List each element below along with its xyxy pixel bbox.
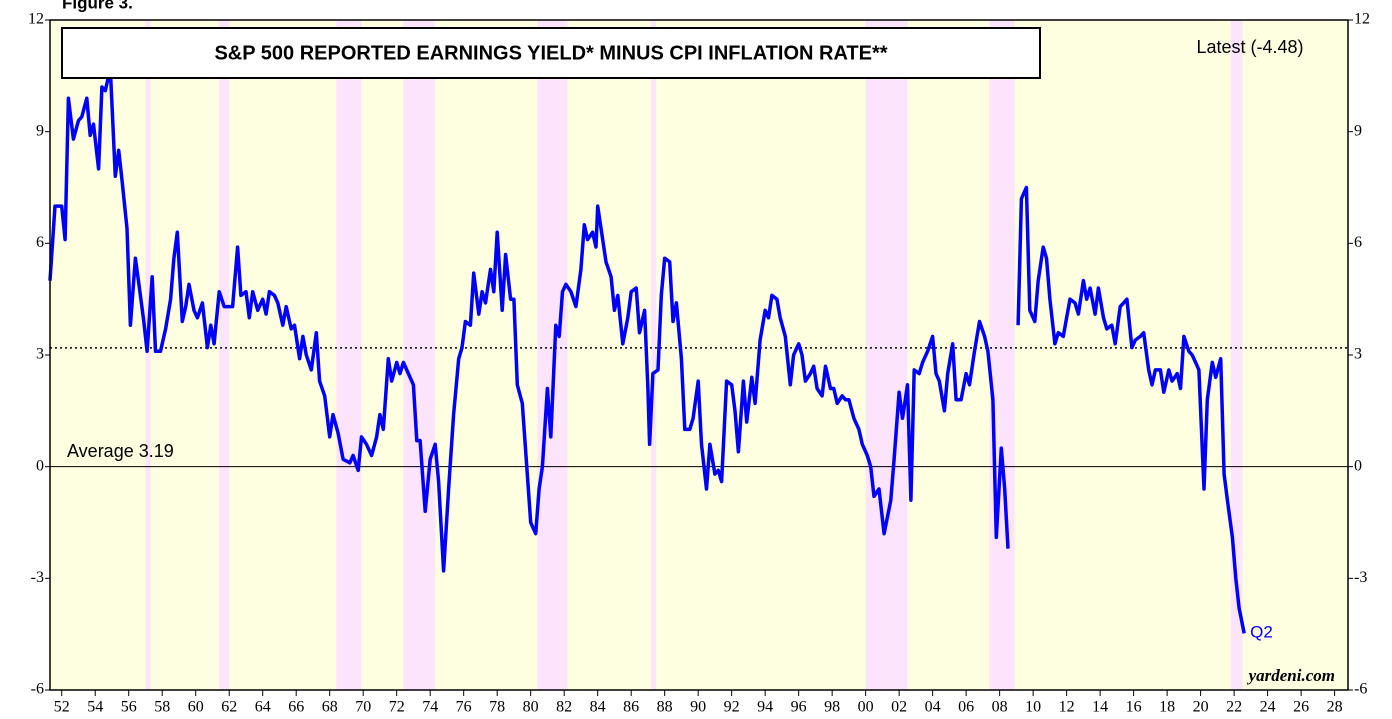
average-label: Average 3.19	[67, 441, 174, 461]
title-box	[61, 27, 1041, 79]
x-tick-label: 64	[255, 699, 271, 716]
x-tick-label: 18	[1159, 699, 1175, 716]
figure-label: Figure 3.	[62, 0, 133, 12]
y-tick-label: -6	[31, 681, 44, 698]
x-tick-label: 60	[188, 699, 204, 716]
y2-tick-label: 0	[1354, 457, 1362, 474]
recession-band	[537, 20, 568, 690]
x-tick-label: 94	[757, 699, 773, 716]
x-tick-label: 56	[121, 699, 137, 716]
recession-band	[403, 20, 436, 690]
recession-band	[145, 20, 151, 690]
x-tick-label: 86	[623, 699, 639, 716]
x-tick-label: 90	[690, 699, 706, 716]
x-tick-label: 98	[824, 699, 840, 716]
x-tick-label: 16	[1126, 699, 1142, 716]
x-tick-label: 52	[54, 699, 70, 716]
x-tick-label: 08	[992, 699, 1008, 716]
x-tick-label: 28	[1327, 699, 1343, 716]
x-tick-label: 78	[489, 699, 505, 716]
y-tick-label: 3	[36, 346, 44, 363]
y-tick-label: 12	[28, 11, 44, 28]
x-tick-label: 20	[1193, 699, 1209, 716]
y2-tick-label: -6	[1354, 681, 1367, 698]
x-tick-label: 14	[1092, 699, 1108, 716]
x-tick-label: 00	[858, 699, 874, 716]
recession-band	[336, 20, 362, 690]
y-tick-label: -3	[31, 569, 44, 586]
x-tick-label: 88	[657, 699, 673, 716]
y2-tick-label: 12	[1354, 11, 1370, 28]
y-tick-label: 0	[36, 457, 44, 474]
recession-band	[219, 20, 230, 690]
x-tick-label: 80	[523, 699, 539, 716]
plot-frame	[49, 19, 1349, 691]
x-tick-label: 68	[322, 699, 338, 716]
series-line	[48, 66, 1246, 634]
x-tick-label: 12	[1059, 699, 1075, 716]
plot-background	[50, 20, 1348, 690]
y-tick-label: 9	[36, 122, 44, 139]
chart-title: S&P 500 REPORTED EARNINGS YIELD* MINUS C…	[214, 42, 887, 64]
x-tick-label: 96	[791, 699, 807, 716]
x-tick-label: 62	[221, 699, 237, 716]
x-tick-label: 04	[925, 699, 941, 716]
x-tick-label: 24	[1260, 699, 1276, 716]
latest-label: Latest (-4.48)	[1196, 37, 1303, 57]
x-tick-label: 92	[724, 699, 740, 716]
recession-band	[1230, 20, 1243, 690]
x-tick-label: 70	[355, 699, 371, 716]
y2-tick-label: 6	[1354, 234, 1362, 251]
y2-tick-label: 9	[1354, 122, 1362, 139]
x-tick-label: 06	[958, 699, 974, 716]
x-tick-label: 10	[1025, 699, 1041, 716]
x-tick-label: 58	[154, 699, 170, 716]
x-tick-label: 66	[288, 699, 304, 716]
x-tick-label: 54	[87, 699, 103, 716]
x-tick-label: 74	[422, 699, 438, 716]
y2-tick-label: -3	[1354, 569, 1367, 586]
x-tick-label: 84	[590, 699, 606, 716]
recession-band	[865, 20, 908, 690]
x-tick-label: 22	[1226, 699, 1242, 716]
source: yardeni.com	[1247, 666, 1335, 685]
y2-tick-label: 3	[1354, 346, 1362, 363]
x-tick-label: 02	[891, 699, 907, 716]
x-tick-label: 26	[1293, 699, 1309, 716]
recession-band	[989, 20, 1015, 690]
recession-band	[651, 20, 657, 690]
end-label: Q2	[1250, 622, 1273, 641]
x-tick-label: 72	[389, 699, 405, 716]
x-tick-label: 82	[556, 699, 572, 716]
bands	[50, 20, 1348, 690]
y-tick-label: 6	[36, 234, 44, 251]
x-tick-label: 76	[456, 699, 472, 716]
